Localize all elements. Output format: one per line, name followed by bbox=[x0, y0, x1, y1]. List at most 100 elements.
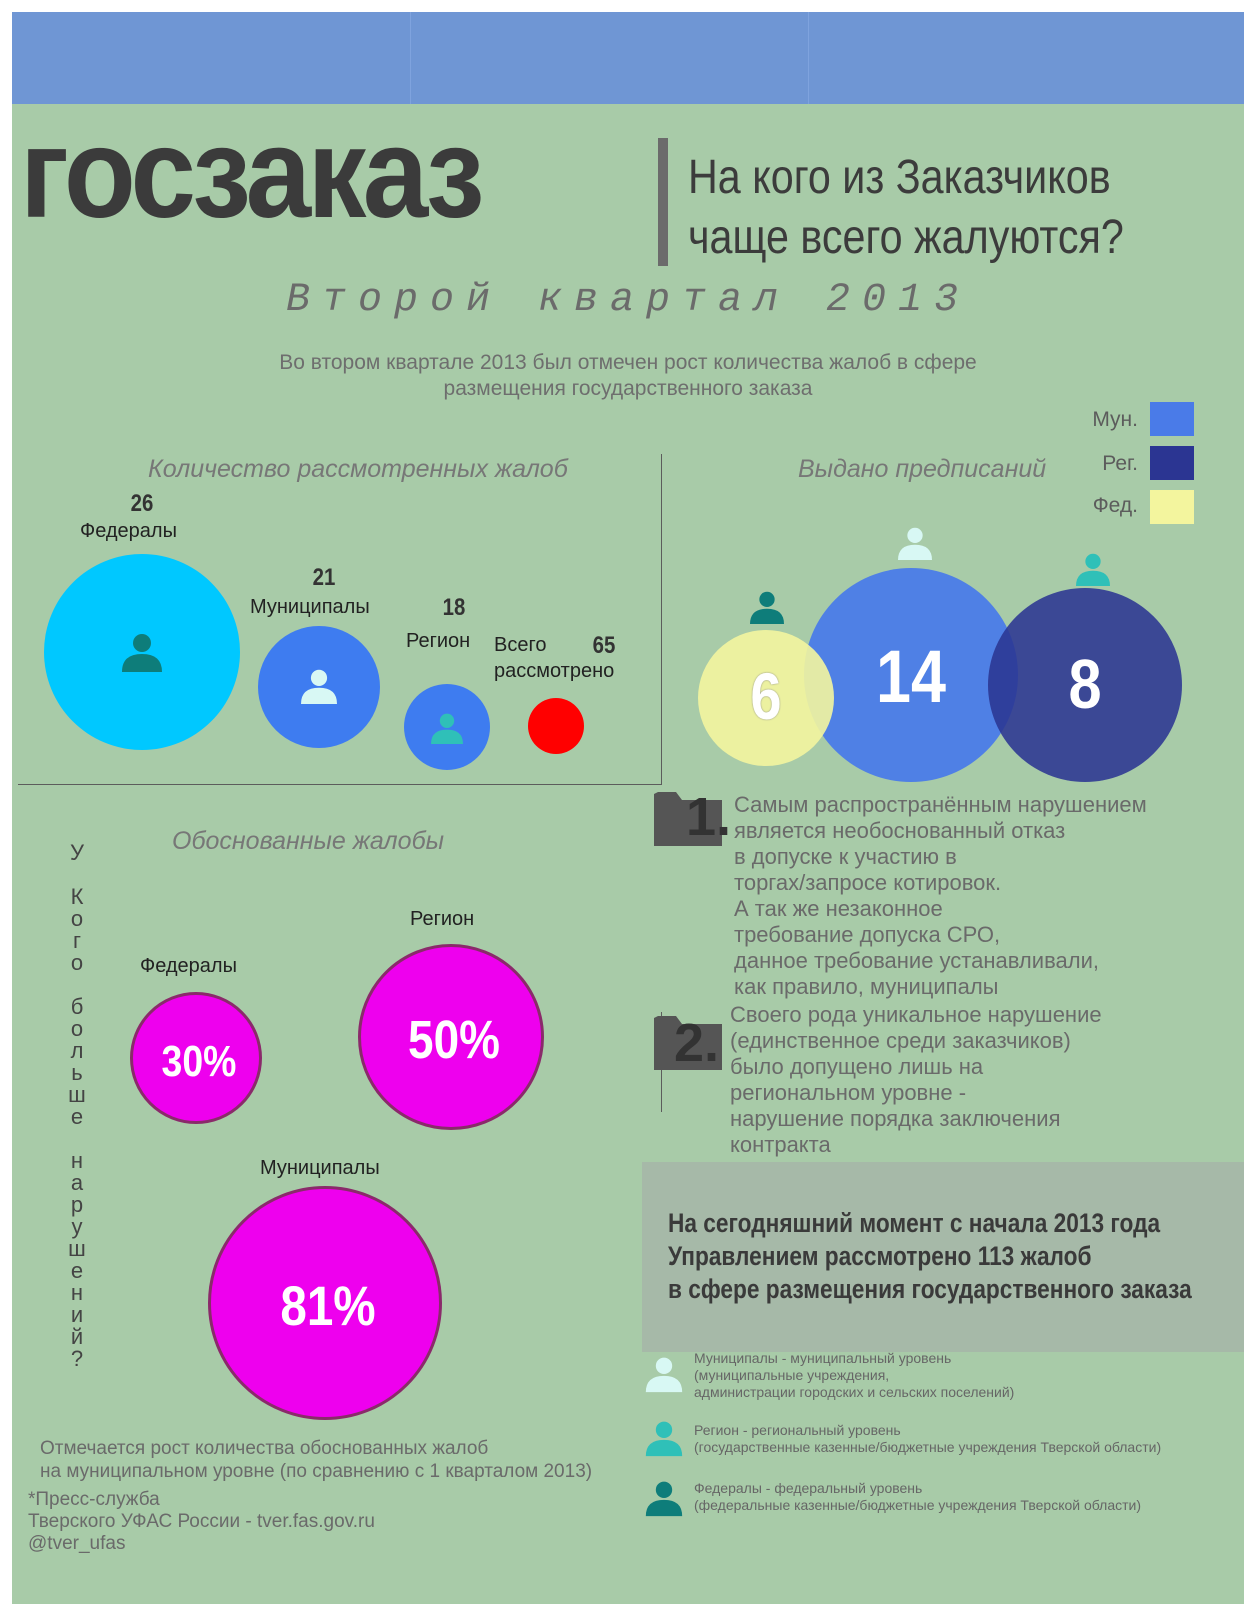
bubble-total bbox=[528, 698, 584, 754]
violation-line: является необоснованный отказ bbox=[734, 818, 1066, 843]
value-region: 18 bbox=[442, 594, 466, 621]
person-icon bbox=[645, 1421, 683, 1457]
violation-line: торгах/запросе котировок. bbox=[734, 870, 1002, 895]
intro-text: Во втором квартале 2013 был отмечен рост… bbox=[12, 350, 1244, 402]
vertical-char: ш bbox=[68, 1236, 86, 1261]
bubble-federal bbox=[44, 554, 240, 750]
person-icon bbox=[645, 1481, 683, 1517]
person-icon bbox=[1076, 553, 1110, 586]
bubble-justified-region: 50% bbox=[358, 944, 544, 1130]
vertical-char: о bbox=[70, 1016, 84, 1041]
vertical-char: ? bbox=[70, 1346, 84, 1371]
folder-icon bbox=[654, 792, 722, 846]
label-total-line2: рассмотрено bbox=[494, 660, 615, 682]
legend-label-fed: Фед. bbox=[1092, 494, 1138, 517]
value-total: 65 bbox=[592, 632, 616, 659]
folder-icon bbox=[654, 1016, 722, 1070]
vertical-char bbox=[62, 864, 92, 886]
legend-swatch-mun bbox=[1150, 402, 1194, 436]
legend-line: Федералы - федеральный уровень bbox=[694, 1480, 923, 1496]
press-line: @tver_ufas bbox=[28, 1533, 126, 1554]
violation-line: в допуске к участию в bbox=[734, 844, 957, 869]
legend-line: Муниципалы - муниципальный уровень bbox=[694, 1350, 952, 1366]
legend-swatch-reg bbox=[1150, 446, 1194, 480]
vertical-char: н bbox=[70, 1280, 84, 1305]
vertical-char: и bbox=[70, 1302, 84, 1327]
violation-number-1: 1. bbox=[686, 787, 732, 847]
summary-callout-text: На сегодняшний момент с начала 2013 года… bbox=[668, 1207, 1192, 1306]
vertical-char: ш bbox=[68, 1082, 86, 1107]
label-justified-municipal: Муниципалы bbox=[260, 1157, 380, 1179]
value-justified-municipal: 81% bbox=[280, 1274, 376, 1337]
vertical-char: у bbox=[71, 1214, 83, 1239]
callout-line: Управлением рассмотрено 113 жалоб bbox=[668, 1241, 1092, 1271]
legend-line: Регион - региональный уровень bbox=[694, 1422, 901, 1438]
label-justified-federal: Федералы bbox=[140, 955, 237, 977]
label-federal: Федералы bbox=[80, 520, 177, 542]
legend-label-mun: Мун. bbox=[1092, 408, 1138, 431]
person-icon bbox=[301, 669, 337, 704]
person-icon bbox=[898, 527, 932, 560]
vertical-char bbox=[62, 1128, 92, 1150]
vertical-char: ь bbox=[71, 1060, 83, 1085]
label-justified-region: Регион bbox=[410, 908, 475, 930]
banner-divider bbox=[808, 12, 809, 104]
violation-text-2: Своего рода уникальное нарушение (единств… bbox=[730, 1002, 1102, 1158]
vertical-char: е bbox=[70, 1104, 84, 1129]
icon-legend-municipal: Муниципалы - муниципальный уровень (муни… bbox=[694, 1350, 1014, 1401]
bubble-orders-fed bbox=[698, 630, 834, 766]
value-municipal: 21 bbox=[312, 564, 336, 591]
icon-legend-federal: Федералы - федеральный уровень (федераль… bbox=[694, 1480, 1141, 1514]
subtitle: Второй квартал 2013 bbox=[285, 278, 971, 323]
vertical-char bbox=[62, 974, 92, 996]
violation-line: как правило, муниципалы bbox=[734, 974, 999, 999]
vertical-char: У bbox=[70, 840, 84, 865]
violation-line: Самым распространённым нарушением bbox=[734, 792, 1147, 817]
headline-line: чаще всего жалуются? bbox=[688, 211, 1124, 264]
legend-line: (федеральные казенные/бюджетные учрежден… bbox=[694, 1497, 1142, 1513]
bottom-note: Отмечается рост количества обоснованных … bbox=[40, 1437, 592, 1483]
person-icon bbox=[431, 713, 463, 744]
violation-line: Своего рода уникальное нарушение bbox=[730, 1002, 1102, 1027]
chart-title-orders: Выдано предписаний bbox=[798, 455, 1047, 483]
violation-line: (единственное среди заказчиков) bbox=[730, 1028, 1071, 1053]
value-justified-federal: 30% bbox=[161, 1037, 237, 1086]
bubble-orders-reg bbox=[988, 588, 1182, 782]
chart-title-justified: Обоснованные жалобы bbox=[172, 827, 445, 855]
violation-line: региональном уровне - bbox=[730, 1080, 967, 1105]
bubble-orders-mun bbox=[804, 568, 1018, 782]
label-municipal: Муниципалы bbox=[250, 596, 370, 618]
bubble-municipal bbox=[258, 626, 380, 748]
label-region: Регион bbox=[406, 630, 471, 652]
legend-line: администрации городских и сельских посел… bbox=[694, 1384, 1015, 1400]
divider-horizontal bbox=[18, 784, 662, 785]
brand-title: госзаказ bbox=[20, 102, 484, 245]
press-line: *Пресс-служба bbox=[28, 1489, 160, 1510]
person-icon bbox=[122, 634, 162, 672]
bubble-justified-federal: 30% bbox=[130, 992, 262, 1124]
value-orders-reg: 8 bbox=[1068, 645, 1102, 723]
violation-line: было допущено лишь на bbox=[730, 1054, 984, 1079]
violation-text-1: Самым распространённым нарушением являетс… bbox=[734, 792, 1147, 1000]
callout-line: в сфере размещения государственного зака… bbox=[668, 1274, 1192, 1304]
violation-line: нарушение порядка заключения bbox=[730, 1106, 1061, 1131]
vertical-char: г bbox=[72, 928, 82, 953]
vertical-char: о bbox=[70, 906, 84, 931]
note-line: на муниципальном уровне (по сравнению с … bbox=[40, 1461, 593, 1482]
vertical-char: й bbox=[70, 1324, 84, 1349]
banner-divider bbox=[410, 12, 411, 104]
top-banner bbox=[12, 12, 1244, 104]
legend-line: (государственные казенные/бюджетные учре… bbox=[694, 1439, 1162, 1455]
person-icon bbox=[750, 591, 784, 624]
vertical-char: а bbox=[70, 1170, 84, 1195]
legend-line: (муниципальные учреждения, bbox=[694, 1367, 890, 1383]
violation-line: требование допуска СРО, bbox=[734, 922, 1001, 947]
intro-line: размещения государственного заказа bbox=[443, 377, 813, 400]
chart-title-reviewed: Количество рассмотренных жалоб bbox=[148, 455, 568, 483]
legend-label-reg: Рег. bbox=[1102, 452, 1138, 475]
vertical-char: К bbox=[70, 884, 84, 909]
legend-swatch-fed bbox=[1150, 490, 1194, 524]
label-total-line1: Всего bbox=[494, 634, 547, 656]
note-line: Отмечается рост количества обоснованных … bbox=[40, 1438, 489, 1459]
